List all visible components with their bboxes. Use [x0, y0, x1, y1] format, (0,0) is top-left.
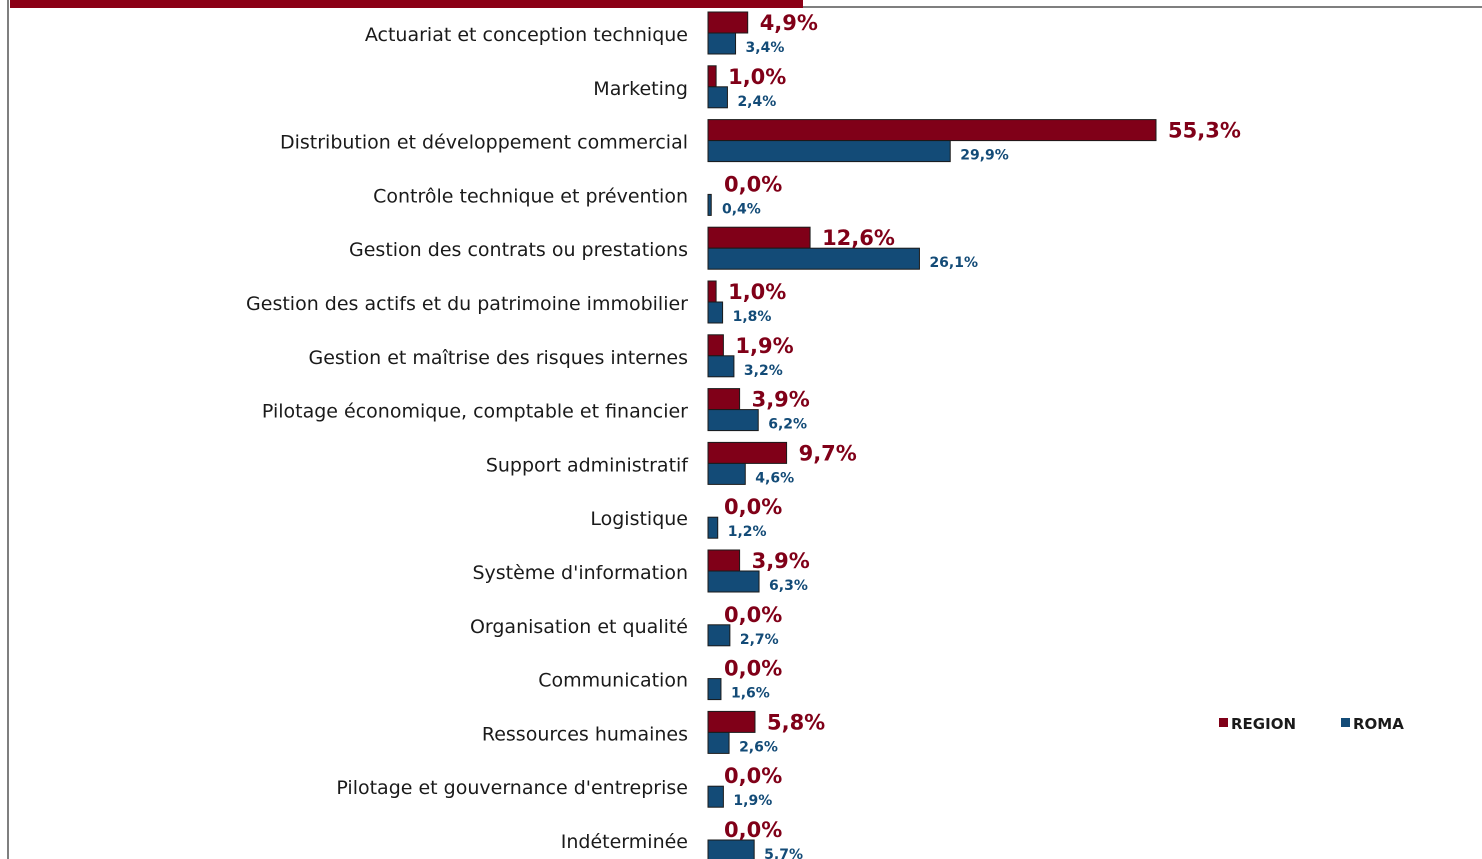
value-label-region-3: 55,3% [1168, 119, 1241, 143]
category-label-9: Support administratif [486, 454, 689, 476]
legend-swatch-roma [1341, 718, 1350, 727]
bar-region-11 [707, 549, 741, 572]
bar-roma-8 [707, 409, 759, 432]
bar-roma-1 [707, 32, 737, 55]
category-label-3: Distribution et développement commercial [280, 132, 688, 154]
bar-roma-11 [707, 570, 760, 593]
value-label-region-6: 1,0% [728, 280, 786, 304]
category-label-2: Marketing [593, 78, 688, 100]
value-label-region-14: 5,8% [767, 710, 825, 734]
value-label-roma-13: 1,6% [731, 686, 770, 702]
category-label-16: Indéterminée [561, 831, 688, 853]
bar-roma-9 [707, 462, 746, 485]
frame-decoration [7, 0, 1482, 859]
bar-region-9 [707, 441, 788, 464]
value-label-roma-14: 2,6% [739, 739, 778, 755]
bar-region-8 [707, 388, 741, 411]
bars [707, 11, 1157, 859]
value-label-roma-6: 1,8% [733, 309, 772, 325]
value-label-roma-7: 3,2% [744, 363, 783, 379]
bar-roma-2 [707, 86, 728, 109]
value-label-roma-5: 26,1% [929, 255, 978, 271]
value-label-region-12: 0,0% [724, 603, 782, 627]
value-label-region-1: 4,9% [760, 11, 818, 35]
value-label-region-13: 0,0% [724, 657, 782, 681]
category-label-1: Actuariat et conception technique [365, 24, 688, 46]
value-label-region-10: 0,0% [724, 495, 782, 519]
bar-roma-13 [707, 678, 722, 701]
bar-region-5 [707, 226, 811, 249]
bar-roma-7 [707, 355, 735, 378]
bar-roma-15 [707, 785, 724, 808]
bar-roma-10 [707, 516, 719, 539]
legend-label-roma: ROMA [1353, 715, 1404, 733]
bar-roma-6 [707, 301, 724, 324]
category-label-14: Ressources humaines [482, 723, 688, 745]
category-label-7: Gestion et maîtrise des risques internes [309, 347, 689, 369]
legend-label-region: REGION [1231, 715, 1296, 733]
value-label-roma-1: 3,4% [746, 40, 785, 56]
category-label-8: Pilotage économique, comptable et financ… [262, 401, 688, 423]
bar-roma-5 [707, 247, 920, 270]
value-label-region-4: 0,0% [724, 172, 782, 196]
bar-roma-4 [707, 193, 712, 216]
value-label-roma-8: 6,2% [768, 417, 807, 433]
value-label-roma-2: 2,4% [737, 94, 776, 110]
bar-roma-3 [707, 140, 951, 163]
value-label-region-8: 3,9% [752, 388, 810, 412]
value-label-region-15: 0,0% [724, 764, 782, 788]
value-label-roma-4: 0,4% [722, 201, 761, 217]
value-label-region-16: 0,0% [724, 818, 782, 842]
value-label-region-7: 1,9% [735, 334, 793, 358]
value-label-roma-11: 6,3% [769, 578, 808, 594]
category-label-5: Gestion des contrats ou prestations [349, 239, 688, 261]
value-label-region-2: 1,0% [728, 65, 786, 89]
value-label-region-9: 9,7% [799, 441, 857, 465]
category-label-4: Contrôle technique et prévention [373, 185, 688, 207]
value-label-roma-10: 1,2% [728, 524, 767, 540]
bar-region-3 [707, 119, 1157, 142]
bar-roma-12 [707, 624, 731, 647]
bar-region-2 [707, 65, 717, 88]
value-label-roma-12: 2,7% [740, 632, 779, 648]
category-label-13: Communication [538, 670, 688, 692]
value-label-roma-3: 29,9% [960, 148, 1009, 164]
value-label-region-11: 3,9% [752, 549, 810, 573]
bar-region-1 [707, 11, 749, 34]
category-label-11: Système d'information [472, 562, 688, 584]
title-bar [10, 0, 803, 8]
bar-region-7 [707, 334, 724, 357]
bar-roma-16 [707, 839, 755, 859]
category-label-15: Pilotage et gouvernance d'entreprise [336, 777, 688, 799]
bar-roma-14 [707, 731, 730, 754]
value-label-roma-9: 4,6% [755, 470, 794, 486]
category-label-6: Gestion des actifs et du patrimoine immo… [246, 293, 688, 315]
bar-region-14 [707, 710, 756, 733]
category-label-12: Organisation et qualité [470, 616, 688, 638]
value-labels: 4,9% 3,4% 1,0% 2,4% 55,3% 29,9% 0,0% 0,4% 12,6% 2… [722, 11, 1241, 859]
legend-swatch-region [1219, 718, 1228, 727]
legend: REGION ROMA [1219, 715, 1404, 733]
category-label-10: Logistique [590, 508, 688, 530]
value-label-roma-15: 1,9% [733, 793, 772, 809]
value-label-roma-16: 5,7% [764, 847, 803, 859]
value-label-region-5: 12,6% [822, 226, 895, 250]
category-labels: Actuariat et conception technique Marketi… [246, 24, 689, 853]
bar-region-6 [707, 280, 717, 303]
